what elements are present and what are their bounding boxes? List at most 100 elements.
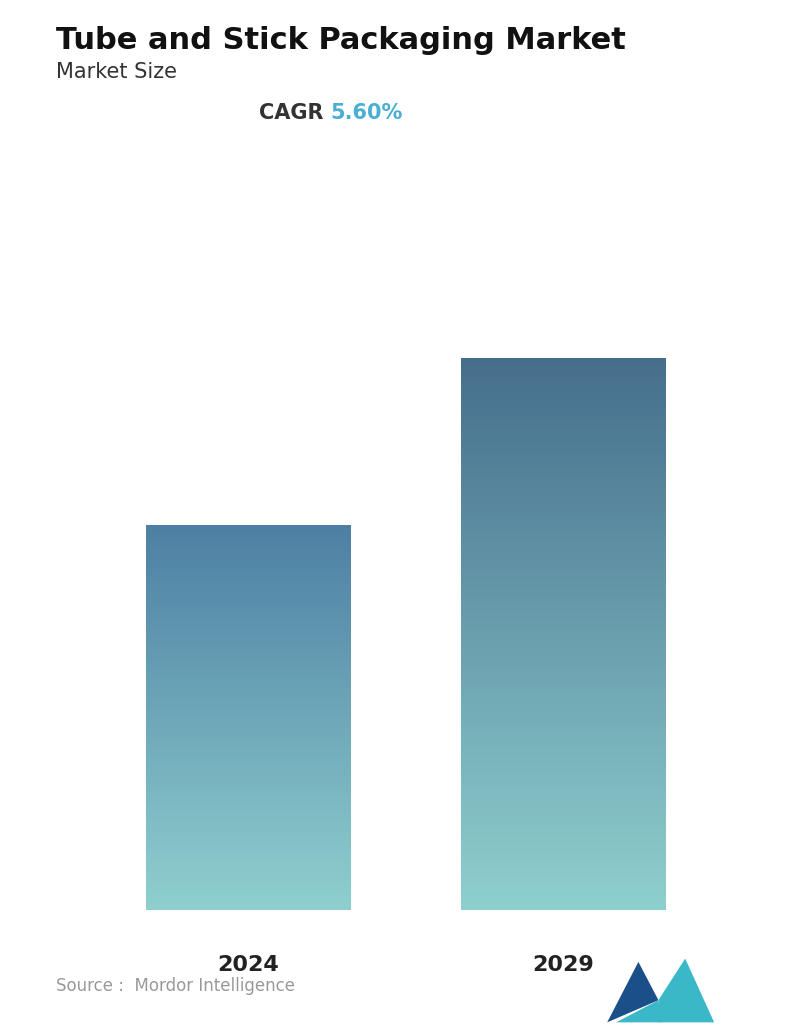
Bar xyxy=(461,579,666,580)
Bar xyxy=(146,831,351,833)
Bar xyxy=(146,580,351,581)
Bar xyxy=(461,478,666,480)
Bar xyxy=(146,872,351,874)
Text: Source :  Mordor Intelligence: Source : Mordor Intelligence xyxy=(56,977,295,995)
Bar xyxy=(146,692,351,693)
Bar xyxy=(461,829,666,831)
Bar xyxy=(461,871,666,873)
Bar xyxy=(461,645,666,646)
Bar xyxy=(461,474,666,476)
Bar xyxy=(146,825,351,826)
Bar xyxy=(461,767,666,769)
Bar xyxy=(461,517,666,518)
Bar xyxy=(146,597,351,598)
Bar xyxy=(461,691,666,692)
Bar xyxy=(146,830,351,832)
Bar xyxy=(461,457,666,459)
Bar xyxy=(461,866,666,869)
Bar xyxy=(461,720,666,721)
Bar xyxy=(461,523,666,525)
Bar xyxy=(461,418,666,419)
Bar xyxy=(461,676,666,678)
Bar xyxy=(461,571,666,572)
Bar xyxy=(146,711,351,712)
Bar xyxy=(461,403,666,405)
Bar xyxy=(461,511,666,513)
Bar xyxy=(461,729,666,731)
Bar xyxy=(461,811,666,812)
Bar xyxy=(461,692,666,694)
Bar xyxy=(461,711,666,712)
Bar xyxy=(461,674,666,675)
Bar xyxy=(146,602,351,603)
Bar xyxy=(146,535,351,536)
Bar xyxy=(146,655,351,656)
Bar xyxy=(461,420,666,422)
Bar xyxy=(146,721,351,723)
Bar xyxy=(146,671,351,672)
Bar xyxy=(461,484,666,485)
Bar xyxy=(461,591,666,592)
Bar xyxy=(461,369,666,371)
Bar xyxy=(461,856,666,857)
Bar xyxy=(146,585,351,587)
Bar xyxy=(461,575,666,576)
Bar xyxy=(146,691,351,692)
Bar xyxy=(146,554,351,555)
Bar xyxy=(461,550,666,551)
Bar xyxy=(146,807,351,808)
Bar xyxy=(146,880,351,881)
Bar xyxy=(461,414,666,415)
Bar xyxy=(461,749,666,750)
Bar xyxy=(461,837,666,839)
Bar xyxy=(146,791,351,793)
Bar xyxy=(461,486,666,488)
Bar xyxy=(146,776,351,778)
Bar xyxy=(461,788,666,790)
Bar xyxy=(146,601,351,602)
Bar xyxy=(461,401,666,402)
Bar xyxy=(146,649,351,650)
Bar xyxy=(146,637,351,639)
Bar xyxy=(146,862,351,863)
Bar xyxy=(146,542,351,544)
Bar xyxy=(461,565,666,567)
Bar xyxy=(461,846,666,848)
Bar xyxy=(146,695,351,697)
Bar xyxy=(146,809,351,810)
Bar xyxy=(146,678,351,679)
Bar xyxy=(461,885,666,886)
Bar xyxy=(146,597,351,599)
Bar xyxy=(461,386,666,388)
Bar xyxy=(461,389,666,390)
Bar xyxy=(461,874,666,876)
Bar xyxy=(146,636,351,637)
Bar xyxy=(461,560,666,562)
Bar xyxy=(461,779,666,781)
Bar xyxy=(146,863,351,864)
Bar xyxy=(146,834,351,835)
Bar xyxy=(146,645,351,646)
Bar xyxy=(461,374,666,376)
Bar xyxy=(461,870,666,872)
Bar xyxy=(146,741,351,742)
Bar xyxy=(461,812,666,814)
Bar xyxy=(146,794,351,795)
Bar xyxy=(146,613,351,614)
Bar xyxy=(461,699,666,700)
Bar xyxy=(146,730,351,731)
Bar xyxy=(461,493,666,495)
Bar xyxy=(461,887,666,889)
Bar xyxy=(461,616,666,617)
Bar xyxy=(461,725,666,727)
Bar xyxy=(461,381,666,382)
Bar xyxy=(461,852,666,853)
Bar xyxy=(146,817,351,819)
Bar xyxy=(146,720,351,721)
Bar xyxy=(461,602,666,604)
Bar xyxy=(461,583,666,584)
Bar xyxy=(146,640,351,642)
Bar xyxy=(461,688,666,690)
Bar xyxy=(461,489,666,491)
Bar xyxy=(461,831,666,832)
